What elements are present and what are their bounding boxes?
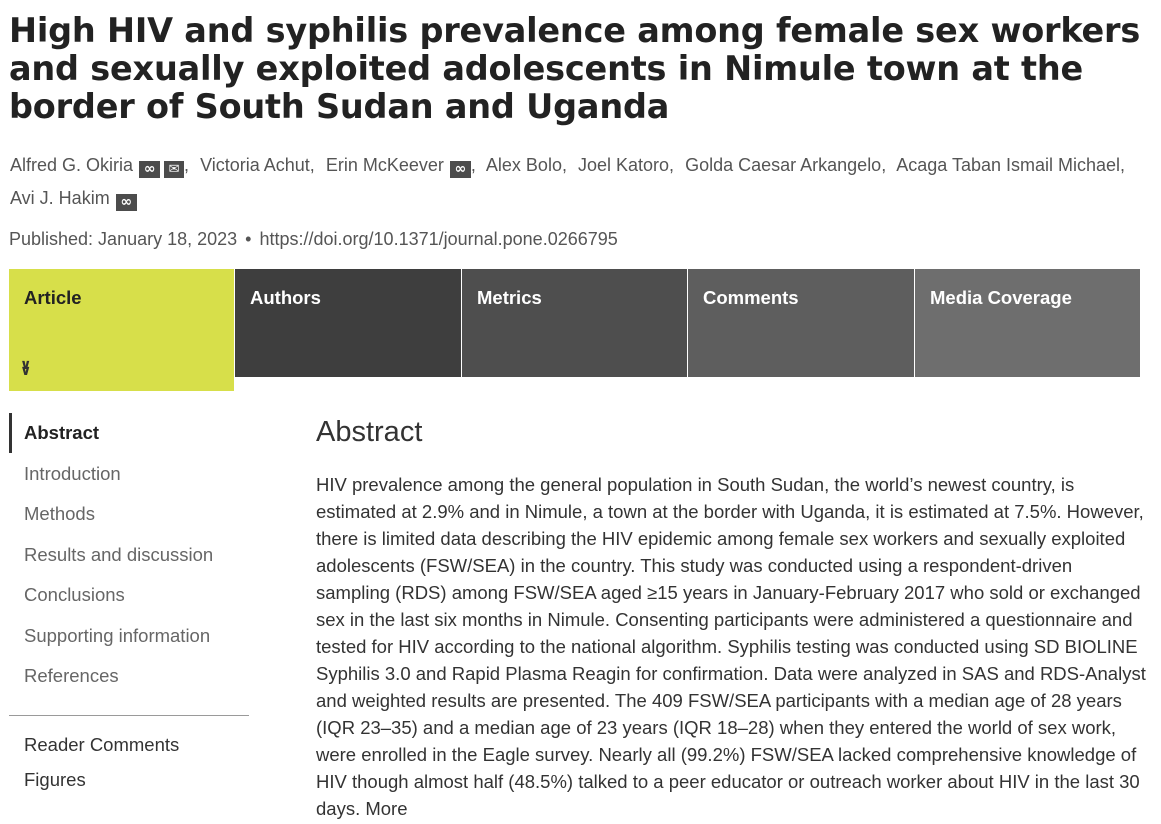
article-tabs: Article ∨ ∨ Authors Metrics Comments Medi… xyxy=(9,269,1140,391)
author-name[interactable]: Alfred G. Okiria xyxy=(10,155,134,175)
author-separator: , xyxy=(881,155,887,175)
section-heading: Abstract xyxy=(316,416,423,448)
bullet-separator: • xyxy=(245,229,252,249)
author-separator: , xyxy=(309,155,315,175)
author: Acaga Taban Ismail Michael, xyxy=(896,155,1131,175)
publication-info: Published: January 18, 2023 • https://doi.… xyxy=(9,229,618,250)
author-separator: , xyxy=(1120,155,1126,175)
nav-item-results-and-discussion[interactable]: Results and discussion xyxy=(24,543,214,565)
tab-metrics[interactable]: Metrics xyxy=(462,269,687,377)
section-nav-extra: Reader Comments Figures xyxy=(9,727,249,797)
nav-item-methods[interactable]: Methods xyxy=(24,503,95,524)
author-list: Alfred G. Okiria, Victoria Achut, Erin M… xyxy=(10,149,1140,215)
author: Alex Bolo, xyxy=(486,155,573,175)
tab-label: Authors xyxy=(250,287,321,308)
email-icon[interactable] xyxy=(164,161,185,178)
author-name[interactable]: Victoria Achut xyxy=(200,155,310,175)
author-name[interactable]: Erin McKeever xyxy=(325,155,444,175)
tab-authors[interactable]: Authors xyxy=(235,269,461,377)
author: Alfred G. Okiria, xyxy=(10,155,195,178)
author-separator: , xyxy=(561,155,567,175)
author-name[interactable]: Joel Katoro xyxy=(577,155,670,175)
author-name[interactable]: Acaga Taban Ismail Michael xyxy=(896,155,1121,175)
doi-link[interactable]: https://doi.org/10.1371/journal.pone.026… xyxy=(259,229,618,249)
tab-article[interactable]: Article ∨ ∨ xyxy=(9,269,234,391)
nav-item-supporting-information[interactable]: Supporting information xyxy=(24,624,211,646)
article-title: High HIV and syphilis prevalence among f… xyxy=(9,11,1141,126)
author: Golda Caesar Arkangelo, xyxy=(685,155,892,175)
published-date: Published: January 18, 2023 xyxy=(9,229,238,249)
orcid-icon[interactable] xyxy=(139,161,161,178)
tab-label: Comments xyxy=(703,287,799,308)
tab-label: Metrics xyxy=(477,287,542,308)
section-nav-items: Abstract Introduction Methods Results and d… xyxy=(9,413,249,697)
tab-comments[interactable]: Comments xyxy=(688,269,914,377)
nav-item-reader-comments[interactable]: Reader Comments xyxy=(24,734,180,755)
tab-label: Media Coverage xyxy=(930,287,1072,308)
orcid-icon[interactable] xyxy=(115,194,137,211)
section-nav: Abstract Introduction Methods Results and d… xyxy=(9,413,249,790)
tab-media-coverage[interactable]: Media Coverage xyxy=(915,269,1140,377)
author-separator: , xyxy=(470,155,476,175)
author-separator: , xyxy=(669,155,675,175)
author: Victoria Achut, xyxy=(200,155,321,175)
orcid-icon[interactable] xyxy=(449,161,471,178)
double-chevron-down-icon[interactable]: ∨ ∨ xyxy=(20,356,32,378)
author-name[interactable]: Avi J. Hakim xyxy=(10,188,110,208)
author-separator: , xyxy=(184,155,190,175)
abstract-text: HIV prevalence among the general populat… xyxy=(316,474,1146,819)
author: Joel Katoro, xyxy=(578,155,680,175)
author-name[interactable]: Alex Bolo xyxy=(485,155,562,175)
author: Erin McKeever, xyxy=(325,155,482,178)
tab-label: Article xyxy=(24,287,82,308)
author: Avi J. Hakim xyxy=(10,188,137,211)
nav-item-conclusions[interactable]: Conclusions xyxy=(24,584,125,605)
main-content: Abstract HIV prevalence among the genera… xyxy=(316,412,1146,822)
nav-item-figures[interactable]: Figures xyxy=(24,769,86,790)
nav-item-introduction[interactable]: Introduction xyxy=(24,462,121,484)
author-name[interactable]: Golda Caesar Arkangelo xyxy=(685,155,882,175)
nav-item-abstract[interactable]: Abstract xyxy=(9,413,249,453)
nav-divider xyxy=(9,715,249,716)
nav-item-references[interactable]: References xyxy=(24,665,119,686)
